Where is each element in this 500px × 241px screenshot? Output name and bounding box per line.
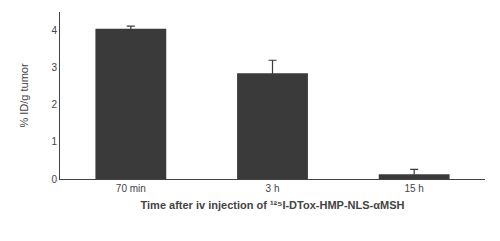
svg-text:3 h: 3 h: [266, 183, 280, 194]
svg-text:% ID/g tumor: % ID/g tumor: [18, 63, 30, 128]
svg-text:70 min: 70 min: [116, 183, 146, 194]
svg-text:2: 2: [51, 99, 57, 110]
svg-text:4: 4: [51, 25, 57, 36]
svg-text:0: 0: [51, 174, 57, 185]
svg-text:15 h: 15 h: [404, 183, 423, 194]
svg-text:3: 3: [51, 62, 57, 73]
svg-text:Time after iv injection of ¹²⁵: Time after iv injection of ¹²⁵I-DTox-HMP…: [141, 199, 405, 211]
svg-text:1: 1: [51, 136, 57, 147]
